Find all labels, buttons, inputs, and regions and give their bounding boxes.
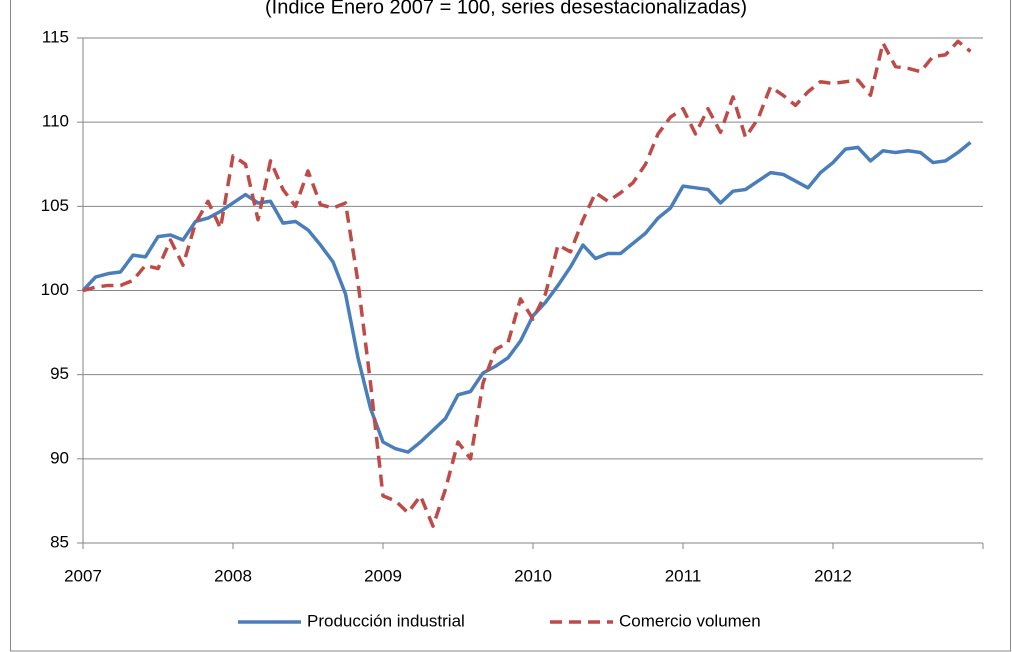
x-tick-label: 2012 <box>814 566 852 585</box>
x-tick-label: 2010 <box>514 566 552 585</box>
y-tick-label: 85 <box>50 532 69 551</box>
legend-label: Producción industrial <box>307 611 465 630</box>
x-tick-label: 2008 <box>214 566 252 585</box>
y-tick-label: 95 <box>50 364 69 383</box>
y-tick-label: 105 <box>41 196 69 215</box>
x-tick-label: 2007 <box>64 566 102 585</box>
y-tick-label: 115 <box>42 27 69 46</box>
legend-label: Comercio volumen <box>619 611 761 630</box>
series-line <box>81 141 972 454</box>
y-tick-label: 100 <box>41 280 69 299</box>
chart-title: (Índice Enero 2007 = 100, series desesta… <box>265 0 747 18</box>
x-tick-label: 2009 <box>364 566 402 585</box>
y-tick-label: 90 <box>50 448 69 467</box>
y-tick-label: 110 <box>42 112 69 131</box>
x-tick-label: 2011 <box>665 566 702 585</box>
series-line <box>82 39 972 528</box>
chart-frame <box>10 0 1011 652</box>
